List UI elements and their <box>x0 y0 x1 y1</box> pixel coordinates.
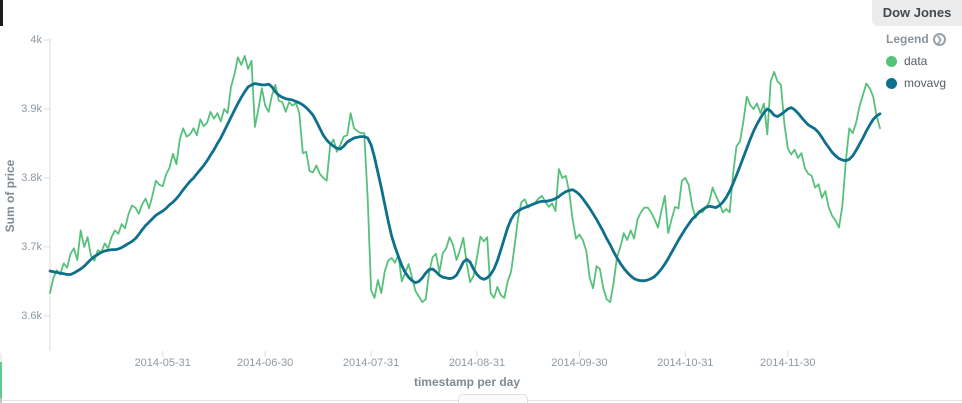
legend-item-label: data <box>904 54 928 68</box>
legend-item-data[interactable]: data <box>886 54 962 68</box>
left-edge-light-artifact <box>0 353 2 362</box>
left-edge-gray-artifact <box>0 398 2 403</box>
x-axis-title: timestamp per day <box>413 375 521 389</box>
legend-toggle[interactable]: Legend ❯ <box>886 32 962 46</box>
y-axis-title: Sum of price <box>3 159 17 233</box>
data-series-line[interactable] <box>49 55 881 304</box>
movavg-series-dot-icon <box>886 77 897 89</box>
collapse-handle[interactable] <box>458 394 528 403</box>
left-edge-green-artifact <box>0 362 2 398</box>
legend-label: Legend <box>886 32 929 46</box>
legend-item-label: movavg <box>904 76 947 90</box>
data-series-dot-icon <box>886 55 897 67</box>
legend-panel: Dow Jones Legend ❯ data movavg <box>872 0 962 200</box>
movavg-series-line[interactable] <box>48 82 882 285</box>
legend-item-movavg[interactable]: movavg <box>886 76 962 90</box>
panel-title[interactable]: Dow Jones <box>872 0 962 26</box>
chevron-right-circle-icon: ❯ <box>932 32 946 46</box>
left-edge-dark-artifact <box>0 0 3 26</box>
